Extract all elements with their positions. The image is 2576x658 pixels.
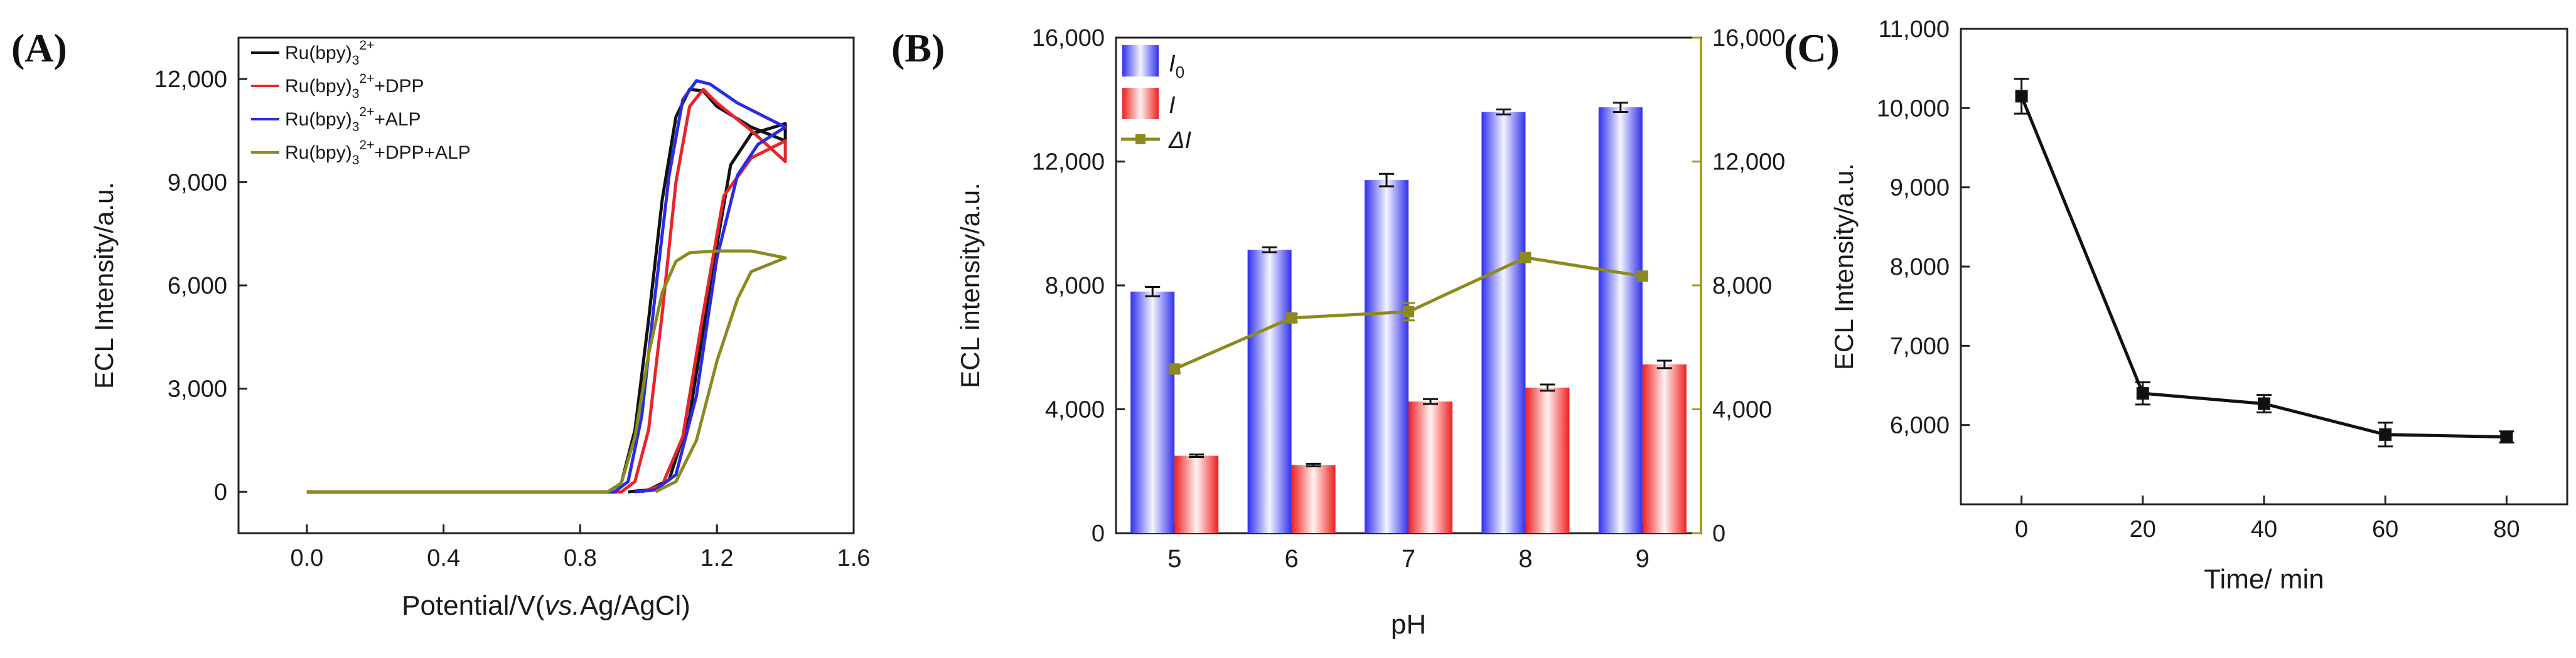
panel-b-delta-point [1636,270,1648,282]
panel-b-xtick-label: 7 [1402,545,1415,573]
panel-a-xtick-label: 1.6 [837,545,871,571]
panel-c-ylabel: ECL Intensity/a.u. [1829,163,1859,370]
panel-a-cv-plot: (A) 0.0 0.4 0.8 1.2 1.6 0 3,000 6,000 9,000 12,00… [11,26,870,621]
panel-b-label: (B) [891,26,945,70]
panel-b-y2tick-label: 4,000 [1712,397,1772,423]
panel-b-legend: I0 I ΔI [1121,45,1191,154]
panel-c-series [2014,78,2514,448]
panel-c-axis-ticks: 0 20 40 60 80 6,000 7,000 8,000 9,000 10,000 11,00… [1877,16,2520,543]
panel-a-xlabel-italic: vs. [545,590,580,621]
panel-c-xlabel: Time/ min [2204,564,2324,595]
panel-b-xtick-label: 6 [1284,545,1298,573]
panel-c-point [2258,397,2270,410]
panel-a-ytick-label: 6,000 [168,273,227,299]
legend-label-ru-dpp: Ru(bpy)32++DPP [285,72,424,101]
panel-b-bar-i [1525,387,1570,533]
panel-c-xtick-label: 60 [2372,516,2398,543]
panel-a-ytick-label: 3,000 [168,376,227,403]
panel-c-ytick-label: 10,000 [1877,95,1950,122]
panel-b-xtick-label: 9 [1636,545,1650,573]
panel-b-bar-i [1642,364,1687,533]
panel-b-bar-i [1174,455,1219,533]
legend-marker-delta [1135,134,1146,144]
panel-a-curve-3 [306,249,787,494]
panel-b-delta-point [1520,252,1532,263]
panel-a-xlabel-prefix: Potential/V( [402,590,545,621]
legend-label-ru: Ru(bpy)32+ [285,38,374,68]
panel-c-plot-frame [1960,28,2568,506]
panel-c-ytick-label: 6,000 [1890,413,1950,439]
panel-a-curve-1 [306,87,787,494]
panel-b-y2tick-label: 12,000 [1712,149,1785,176]
panel-c-ytick-label: 8,000 [1890,254,1950,280]
panel-a-label: (A) [11,26,67,70]
legend-swatch-i [1122,88,1159,119]
panel-c-point [2015,90,2028,103]
panel-b-bar-i [1409,401,1452,533]
legend-label-ru-alp: Ru(bpy)32++ALP [285,105,421,134]
legend-label-i0: I0 [1169,51,1184,82]
panel-a-curves [306,79,787,494]
panel-b-ytick-label: 16,000 [1032,25,1105,51]
panel-c-point [2379,428,2392,441]
panel-b-bar-i0 [1365,180,1409,533]
panel-b-y2tick-label: 8,000 [1712,273,1772,299]
legend-label-ru-dpp-alp: Ru(bpy)32++DPP+ALP [285,138,471,167]
legend-swatch-i0 [1122,45,1159,77]
panel-c-ytick-label: 11,000 [1879,16,1950,43]
panel-b-ytick-label: 8,000 [1045,273,1105,299]
panel-a-ytick-label: 12,000 [154,66,227,93]
panel-b-ytick-label: 4,000 [1045,397,1105,423]
panel-c-label: (C) [1784,26,1840,70]
panel-b-xtick-label: 5 [1167,545,1181,573]
panel-b-xtick-label: 8 [1518,545,1532,573]
panel-a-legend: Ru(bpy)32+ Ru(bpy)32++DPP Ru(bpy)32++ALP… [251,38,471,167]
panel-a-xtick-label: 0.4 [427,545,460,571]
panel-a-xtick-label: 0.8 [564,545,597,571]
panel-c-point [2136,387,2149,400]
panel-c-xtick-label: 80 [2493,516,2520,543]
panel-c-ytick-label: 7,000 [1890,333,1950,359]
panel-b-bars [1130,102,1687,533]
panel-c-ytick-label: 9,000 [1890,175,1950,201]
panel-c-xtick-label: 0 [2015,516,2028,543]
panel-a-xlabel: Potential/V(vs.Ag/AgCl) [402,590,690,621]
panel-a-xlabel-suffix: Ag/AgCl) [580,590,690,621]
legend-label-i: I [1169,92,1176,119]
panel-a-xtick-label: 1.2 [700,545,734,571]
panel-b-delta-point [1169,363,1181,375]
panel-a-curve-2 [306,79,787,494]
panel-b-bar-i0 [1598,107,1643,533]
panel-b-ph-plot: (B) 0 0 4,000 4,000 8,000 8,000 12,000 12,000 16… [891,25,1785,640]
panel-b-bar-i0 [1247,250,1292,533]
panel-b-ylabel: ECL intensity/a.u. [955,183,985,388]
panel-b-y2tick-label: 0 [1712,521,1725,547]
panel-a-axis-ticks: 0.0 0.4 0.8 1.2 1.6 0 3,000 6,000 9,000 12,000 [154,66,871,571]
panel-a-ylabel: ECL Intensity/a.u. [89,182,119,389]
panel-b-delta-point [1285,312,1297,324]
panel-b-bar-i [1291,465,1336,533]
panel-b-axis-ticks: 0 0 4,000 4,000 8,000 8,000 12,000 12,000 16,000… [1032,25,1785,573]
panel-a-ytick-label: 9,000 [168,169,227,196]
panel-b-delta-point [1403,305,1414,317]
panel-c-xtick-label: 20 [2130,516,2156,543]
panel-b-bar-i0 [1481,112,1526,533]
legend-label-delta: ΔI [1168,127,1191,154]
panel-c-line-path [2020,95,2507,439]
panel-b-y2tick-label: 16,000 [1712,25,1785,51]
panel-a-xtick-label: 0.0 [290,545,323,571]
panel-c-point [2500,430,2513,443]
panel-b-xlabel: pH [1391,609,1426,640]
panel-b-ytick-label: 0 [1092,521,1105,547]
panel-b-ytick-label: 12,000 [1032,149,1105,176]
panel-b-bar-i0 [1130,291,1175,533]
panel-b-delta-line [1168,252,1648,375]
panel-c-time-plot: (C) 0 20 40 60 80 6,000 7,000 8,000 9,000 10,000 1… [1784,16,2568,595]
panel-a-ytick-label: 0 [214,479,227,506]
panel-c-xtick-label: 40 [2251,516,2277,543]
